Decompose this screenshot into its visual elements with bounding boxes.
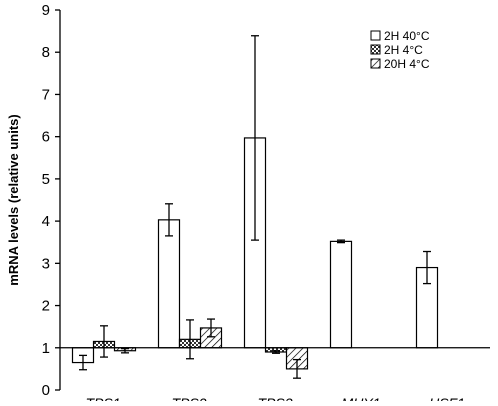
y-axis-label: mRNA levels (relative units) (6, 114, 21, 285)
y-tick-label-7: 7 (42, 86, 50, 103)
legend-label-2: 2H 4°C (384, 43, 423, 57)
bar-tps2-series-1 (157, 219, 181, 349)
legend-swatch-2 (370, 44, 381, 55)
y-tick-label-9: 9 (42, 2, 50, 19)
legend-box (367, 27, 455, 73)
axes-layer (55, 9, 490, 391)
y-tick-label-2: 2 (42, 298, 50, 315)
x-tick-label-mhy1: MHY1 (342, 395, 381, 401)
y-tick-label-0: 0 (42, 382, 50, 399)
y-tick-label-8: 8 (42, 44, 50, 61)
bar-mhy1-series-1 (329, 240, 353, 349)
x-tick-label-tps1: TPS1 (85, 395, 120, 401)
legend-label-3: 20H 4°C (384, 57, 430, 71)
y-tick-label-6: 6 (42, 129, 50, 146)
x-tick-label-tps2: TPS2 (171, 395, 206, 401)
y-tick-label-1: 1 (42, 340, 50, 357)
legend-swatch-1 (370, 30, 381, 41)
x-tick-label-hsf1: HSF1 (429, 395, 465, 401)
error-bars-layer (79, 35, 431, 379)
y-tick-label-5: 5 (42, 171, 50, 188)
legend-swatch-3 (370, 58, 381, 69)
legend-label-1: 2H 40°C (384, 29, 430, 43)
x-tick-label-tps3: TPS3 (257, 395, 292, 401)
y-tick-label-3: 3 (42, 255, 50, 272)
y-tick-label-4: 4 (42, 213, 50, 230)
